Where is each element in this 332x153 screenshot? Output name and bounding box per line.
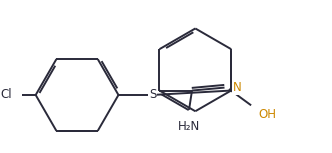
Text: H₂N: H₂N (178, 120, 200, 133)
Text: S: S (149, 88, 156, 101)
Text: OH: OH (259, 108, 277, 121)
Text: Cl: Cl (0, 88, 12, 101)
Text: N: N (233, 81, 241, 94)
